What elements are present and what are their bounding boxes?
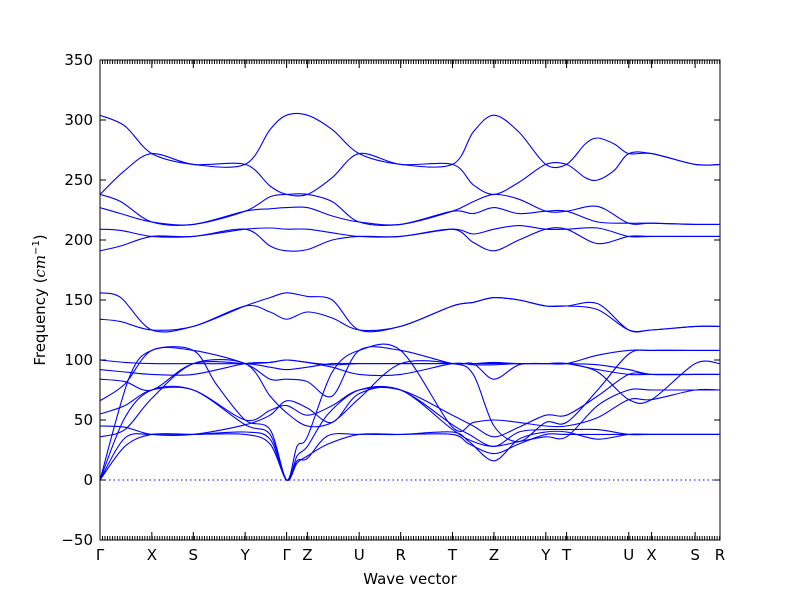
x-tick-label: S	[189, 546, 199, 564]
y-tick-label: 100	[64, 351, 93, 369]
y-tick-label: 50	[74, 411, 93, 429]
x-axis-label: Wave vector	[363, 570, 457, 588]
phonon-band-2	[99, 430, 720, 481]
y-axis-label-exponent: −1	[31, 240, 42, 255]
phonon-band-17	[99, 193, 721, 226]
x-tick-label: Y	[240, 546, 251, 564]
band-lines	[99, 112, 721, 481]
phonon-band-8	[99, 346, 721, 404]
y-tick-label: 350	[64, 51, 93, 69]
phonon-band-14	[99, 227, 720, 252]
x-tick-label: T	[561, 546, 572, 564]
phonon-band-9	[99, 361, 720, 392]
phonon-band-13	[99, 292, 721, 333]
x-tick-label: Γ	[96, 546, 105, 564]
x-tick-label: U	[354, 546, 365, 564]
y-tick-label: 200	[64, 231, 93, 249]
y-tick-label: 0	[83, 471, 93, 489]
phonon-band-1	[99, 433, 720, 481]
phonon-band-7	[99, 372, 720, 438]
x-tick-label: Γ	[282, 546, 291, 564]
y-tick-label: 150	[64, 291, 93, 309]
phonon-band-16	[99, 206, 721, 226]
x-tick-label: R	[395, 546, 405, 564]
x-tick-label: S	[690, 546, 700, 564]
phonon-band-15	[99, 225, 720, 238]
x-tick-label: U	[623, 546, 634, 564]
phonon-band-10	[99, 359, 720, 377]
axis-ticks	[99, 59, 721, 541]
phonon-band-5	[99, 349, 720, 443]
y-axis-label-suffix: )	[31, 234, 49, 240]
phonon-band-6	[99, 386, 720, 447]
phonon-band-11	[99, 349, 720, 366]
phonon-band-4	[99, 343, 721, 481]
x-tick-label: X	[147, 546, 157, 564]
y-axis-label: Frequency (cm−1)	[31, 234, 49, 365]
x-tick-label: Z	[302, 546, 312, 564]
x-tick-label: Z	[489, 546, 499, 564]
y-tick-label: −50	[61, 531, 93, 549]
phonon-band-19	[99, 112, 721, 169]
y-tick-label: 250	[64, 171, 93, 189]
phonon-band-18	[99, 151, 721, 197]
plot-frame	[99, 59, 721, 541]
x-tick-label: Y	[540, 546, 551, 564]
y-tick-label: 300	[64, 111, 93, 129]
y-axis-label-prefix: Frequency (	[31, 278, 49, 366]
x-tick-label: R	[715, 546, 725, 564]
x-tick-label: X	[646, 546, 656, 564]
x-tick-label: T	[447, 546, 458, 564]
y-axis-label-unit: cm	[31, 255, 49, 278]
